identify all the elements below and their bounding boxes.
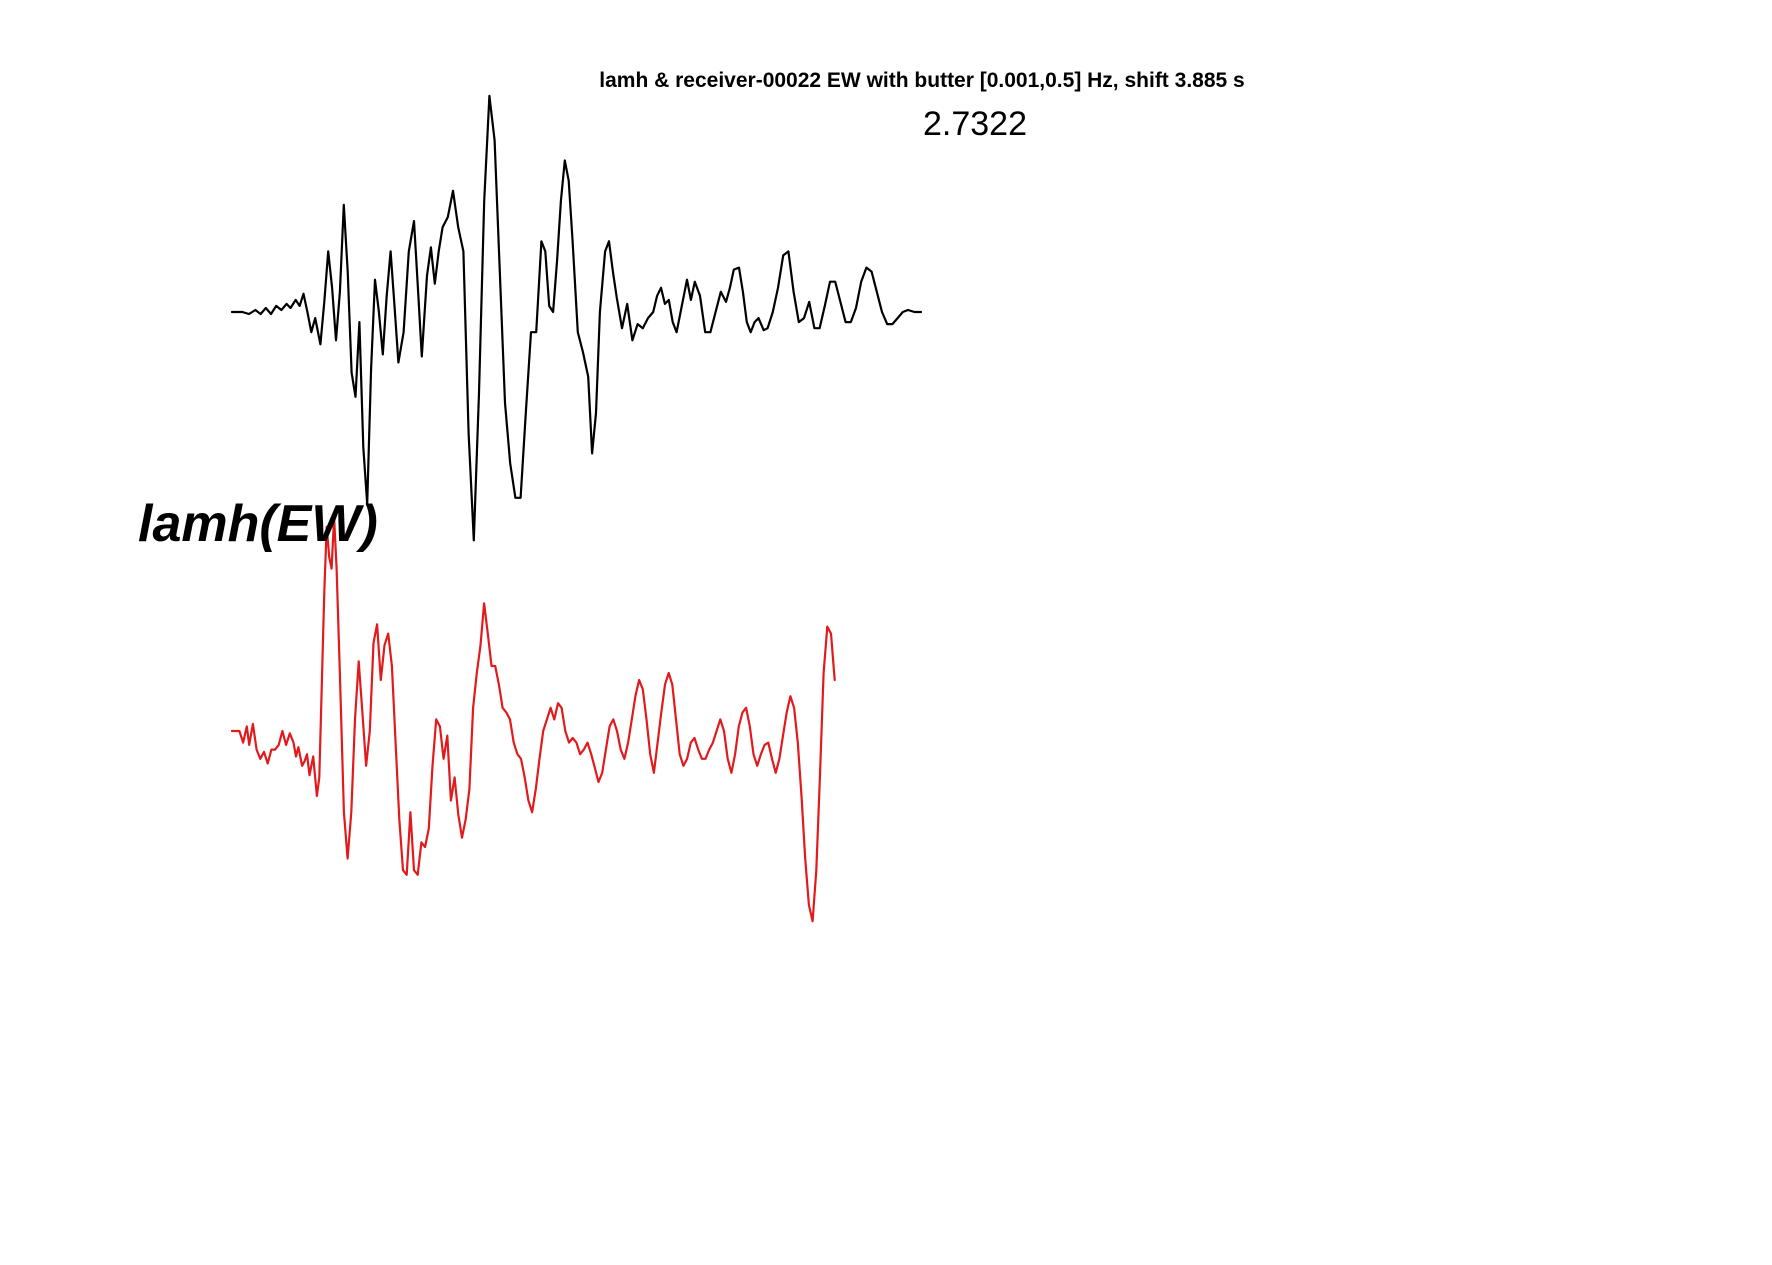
waveform-traces [230, 94, 923, 923]
correlation-value: 2.7322 [923, 105, 1027, 143]
synthetic-trace [230, 516, 836, 923]
station-label: lamh(EW) [138, 495, 378, 553]
chart-title: lamh & receiver-00022 EW with butter [0.… [599, 69, 1244, 92]
observed-trace [230, 94, 923, 542]
